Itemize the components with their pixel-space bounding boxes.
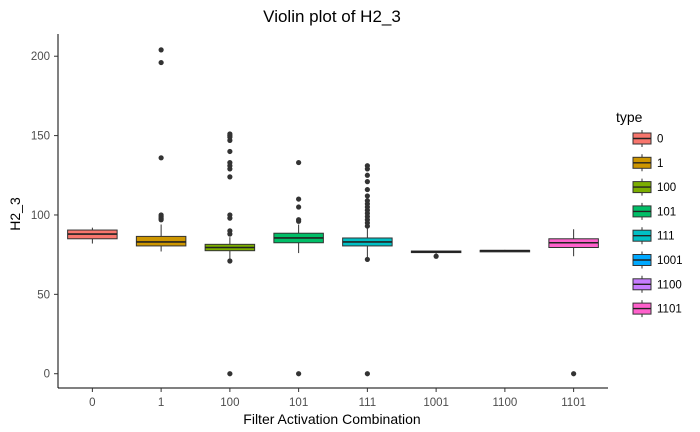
outlier-point [364,256,370,263]
y-tick-label: 50 [37,289,50,301]
outlier-point [158,155,164,161]
outlier-point [227,371,233,377]
outlier-point [227,212,233,218]
outlier-point [296,217,302,223]
outlier-point [433,253,439,259]
x-tick-label: 1100 [493,397,518,409]
y-tick-label: 0 [44,369,50,381]
legend-item-1100: 1100 [632,275,682,293]
outlier-point [364,371,370,377]
y-tick-label: 150 [31,131,50,143]
outlier-point [364,193,370,199]
x-tick-label: 1101 [561,397,586,409]
legend-label: 1001 [657,255,683,267]
legend-item-1101: 1101 [632,300,682,318]
outlier-point [364,163,370,169]
x-tick-label: 101 [289,397,308,409]
box-group-0 [67,227,118,244]
x-tick-label: 100 [220,397,239,409]
legend-label: 1 [657,158,663,170]
outlier-point [227,228,233,234]
outlier-point [364,172,370,178]
x-tick-label: 111 [359,397,376,409]
outlier-point [571,371,577,377]
legend-item-1001: 1001 [632,251,683,269]
legend-item-0: 0 [632,130,663,147]
legend-label: 1101 [657,304,682,316]
x-axis-title: Filter Activation Combination [243,411,420,427]
legend-item-101: 101 [632,202,676,220]
plot-area [67,47,599,377]
outlier-point [296,196,302,202]
outlier-point [296,371,302,377]
legend-label: 111 [657,231,674,243]
y-axis-title: H2_3 [7,197,23,231]
y-tick-label: 200 [31,51,50,63]
box-group-100 [204,131,256,377]
outlier-point [158,47,164,53]
legend-label: 0 [657,134,663,146]
box-group-1001 [410,250,462,259]
y-tick-label: 100 [31,210,50,222]
legend-item-1: 1 [632,154,663,172]
legend-label: 1100 [657,279,682,291]
x-tick-label: 1 [158,397,164,409]
outlier-point [227,174,233,180]
box-group-111 [342,163,393,377]
outlier-point [364,186,370,193]
box-group-1101 [548,229,599,377]
x-tick-label: 1001 [423,397,449,409]
outlier-point [227,131,233,137]
box-group-101 [273,159,324,377]
legend-item-100: 100 [632,178,676,196]
chart-title: Violin plot of H2_3 [263,7,401,26]
legend-label: 101 [657,206,676,218]
outlier-point [296,159,302,166]
x-tick-label: 0 [89,397,95,409]
box-group-1 [135,47,187,252]
outlier-point [158,59,164,66]
outlier-point [227,258,233,264]
outlier-point [364,198,370,204]
legend-item-111: 111 [632,227,674,245]
outlier-point [158,217,164,223]
outlier-point [227,148,233,155]
outlier-point [227,159,233,166]
legend-label: 100 [657,182,676,194]
legend-title: type [616,109,643,125]
outlier-point [158,212,164,218]
outlier-point [364,179,370,185]
outlier-point [296,204,302,210]
box-group-1100 [479,249,531,253]
